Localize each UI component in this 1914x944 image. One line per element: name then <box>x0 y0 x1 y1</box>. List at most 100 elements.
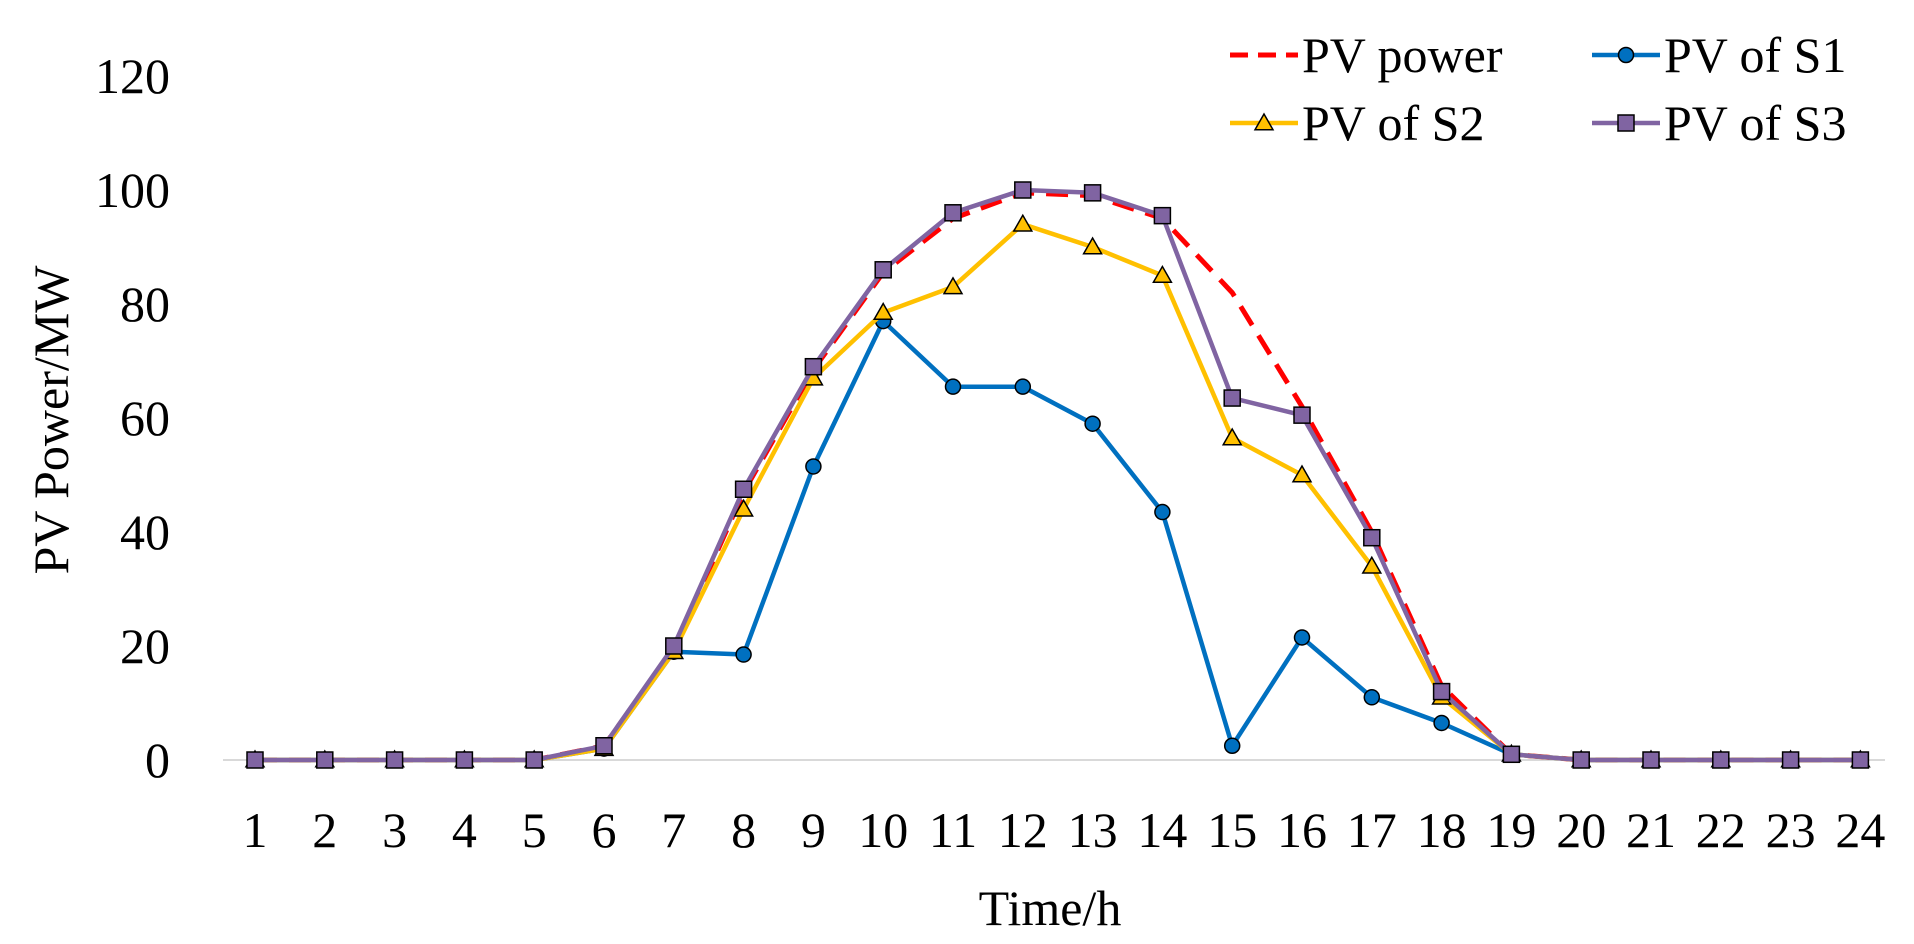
series-pv-power <box>255 190 1861 763</box>
y-tick-label: 120 <box>95 48 170 104</box>
data-point-marker <box>944 204 962 222</box>
legend-swatch-marker <box>1617 46 1635 64</box>
data-point-marker <box>1014 378 1032 395</box>
x-tick-label: 23 <box>1766 802 1816 858</box>
x-tick-label: 14 <box>1137 802 1187 858</box>
data-point-marker <box>1502 745 1521 764</box>
legend-label: PV of S2 <box>1302 95 1484 151</box>
data-point-marker <box>1012 213 1034 232</box>
data-point-marker <box>942 276 964 295</box>
x-tick-label: 22 <box>1696 802 1746 858</box>
data-point-marker <box>1293 629 1311 646</box>
x-tick-label: 10 <box>858 802 908 858</box>
series-line <box>255 190 1861 763</box>
data-point-marker <box>1572 751 1590 769</box>
y-tick-label: 100 <box>95 162 170 218</box>
y-tick-labels: 0 20 40 60 80 100 120 <box>95 48 170 788</box>
y-tick-label: 0 <box>145 732 170 788</box>
data-point-marker <box>595 737 613 755</box>
series-layer <box>244 181 1871 769</box>
x-tick-label: 1 <box>243 802 268 858</box>
data-point-marker <box>1851 751 1870 769</box>
series-pv-of-s3 <box>246 181 1870 769</box>
x-tick-label: 21 <box>1626 802 1676 858</box>
legend: PV power PV of S1 PV of S2 PV of S3 <box>1230 27 1846 151</box>
data-point-marker <box>1083 184 1102 202</box>
legend-swatch-marker <box>1617 114 1635 132</box>
x-tick-label: 4 <box>452 802 477 858</box>
legend-item: PV power <box>1230 27 1503 83</box>
x-tick-label: 16 <box>1277 802 1327 858</box>
y-tick-label: 60 <box>120 390 170 446</box>
x-tick-label: 7 <box>661 802 686 858</box>
data-point-marker <box>944 378 962 395</box>
data-point-marker <box>1293 406 1311 424</box>
data-point-marker <box>1014 181 1032 199</box>
data-point-marker <box>1223 737 1241 754</box>
y-tick-label: 20 <box>120 618 170 674</box>
data-point-marker <box>733 498 754 517</box>
x-tick-label: 19 <box>1486 802 1536 858</box>
data-point-marker <box>872 302 894 321</box>
y-tick-label: 80 <box>120 276 170 332</box>
data-point-marker <box>1152 264 1173 283</box>
data-point-marker <box>735 646 752 663</box>
data-point-marker <box>1642 751 1660 769</box>
x-tick-label: 12 <box>998 802 1048 858</box>
data-point-marker <box>1153 206 1172 225</box>
data-point-marker <box>874 261 892 279</box>
x-tick-label: 11 <box>929 802 977 858</box>
data-point-marker <box>1221 427 1243 446</box>
data-point-marker <box>804 357 823 376</box>
data-point-marker <box>1291 464 1313 483</box>
data-point-marker <box>1082 236 1103 255</box>
legend-item: PV of S3 <box>1592 95 1846 151</box>
data-point-marker <box>1433 714 1450 732</box>
data-point-marker <box>1432 682 1451 701</box>
x-axis-title: Time/h <box>979 880 1122 936</box>
series-line <box>255 187 1861 763</box>
legend-label: PV of S1 <box>1664 27 1846 83</box>
data-point-marker <box>455 751 474 769</box>
x-tick-label: 15 <box>1207 802 1257 858</box>
x-tick-label: 24 <box>1835 802 1885 858</box>
data-point-marker <box>1361 555 1383 574</box>
data-point-marker <box>1363 528 1381 547</box>
legend-item: PV of S1 <box>1592 27 1846 83</box>
data-point-marker <box>734 480 753 498</box>
legend-label: PV power <box>1302 27 1503 83</box>
x-tick-label: 3 <box>382 802 407 858</box>
x-tick-label: 17 <box>1347 802 1397 858</box>
legend-label: PV of S3 <box>1664 95 1846 151</box>
y-tick-label: 40 <box>120 504 170 560</box>
data-point-marker <box>1712 751 1730 769</box>
series-line <box>255 318 1861 763</box>
x-tick-label: 5 <box>522 802 547 858</box>
data-point-marker <box>1363 689 1381 706</box>
legend-swatch-marker <box>1253 112 1275 131</box>
series-line <box>255 221 1861 763</box>
data-point-marker <box>665 637 683 655</box>
series-pv-of-s1 <box>246 312 1869 769</box>
series-pv-of-s2 <box>244 213 1871 768</box>
data-point-marker <box>805 458 822 475</box>
data-point-marker <box>1781 751 1800 769</box>
legend-item: PV of S2 <box>1230 95 1484 151</box>
x-tick-label: 6 <box>592 802 617 858</box>
x-tick-labels: 1 2 3 4 5 6 7 8 9 10 11 12 13 14 15 16 17 18 19 20 21 22 23 24 <box>243 802 1886 858</box>
y-axis-title: PV Power/MW <box>23 265 79 575</box>
data-point-marker <box>525 751 543 769</box>
data-point-marker <box>1084 415 1101 432</box>
x-tick-label: 20 <box>1556 802 1606 858</box>
data-point-marker <box>1154 503 1171 521</box>
x-tick-label: 2 <box>312 802 337 858</box>
data-point-marker <box>385 751 404 769</box>
data-point-marker <box>316 751 334 769</box>
x-tick-label: 13 <box>1068 802 1118 858</box>
data-point-marker <box>246 751 264 769</box>
x-tick-label: 18 <box>1417 802 1467 858</box>
x-tick-label: 9 <box>801 802 826 858</box>
x-tick-label: 8 <box>731 802 756 858</box>
data-point-marker <box>1223 389 1241 407</box>
